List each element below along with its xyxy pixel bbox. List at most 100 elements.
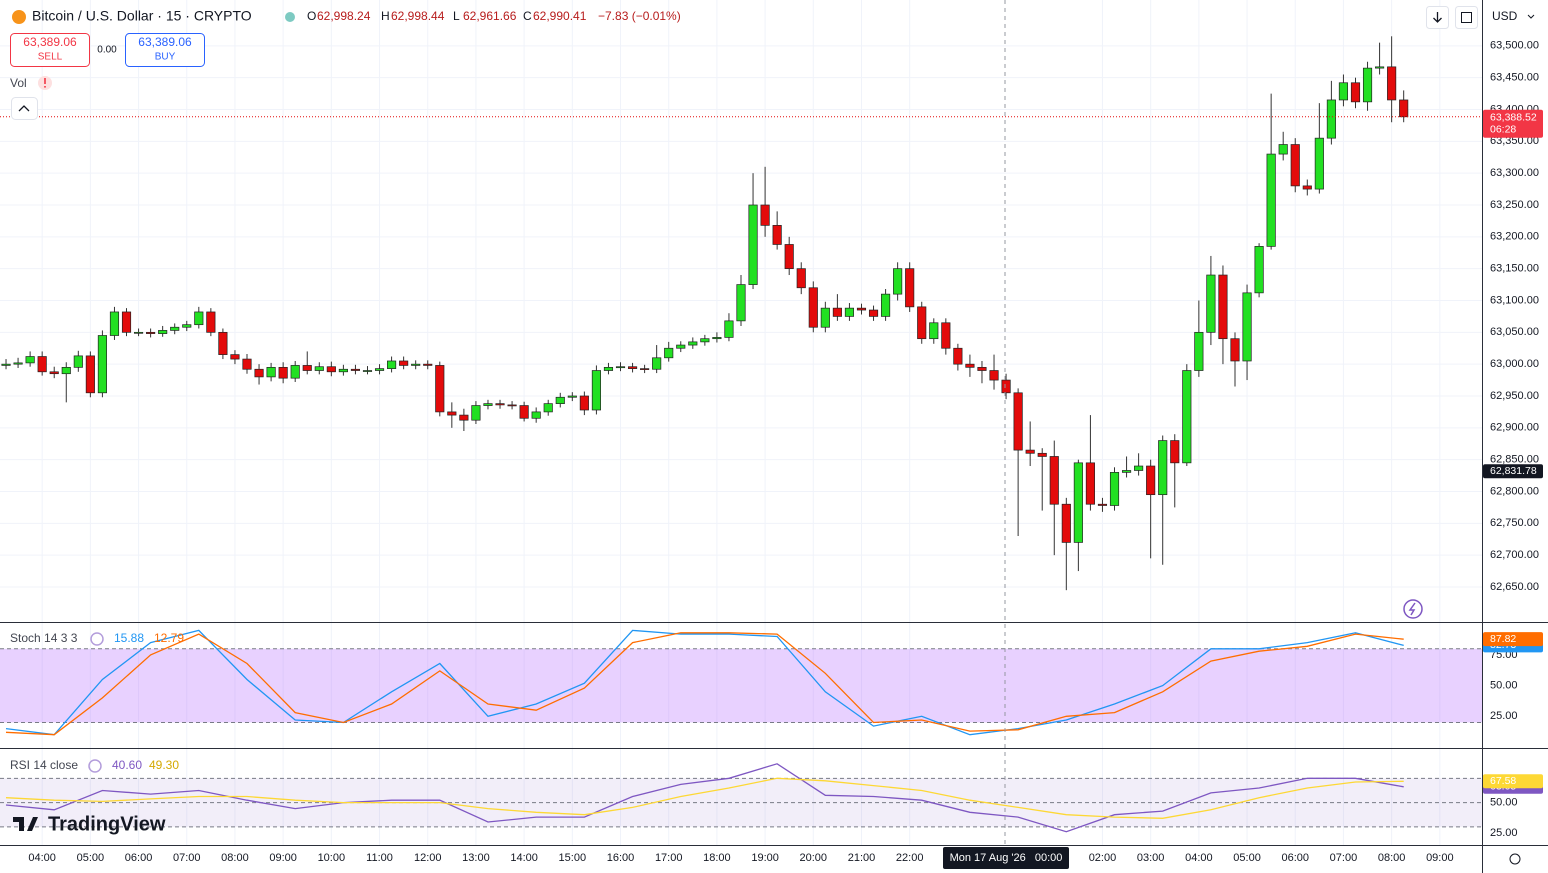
candle-body xyxy=(495,403,505,406)
rsi-value: 40.60 xyxy=(112,758,142,772)
candle-body xyxy=(1314,137,1324,190)
lightning-icon xyxy=(1408,602,1416,616)
x-tick-label: 05:00 xyxy=(1233,852,1261,864)
rsi-ma-value: 49.30 xyxy=(149,758,179,772)
y-tick-label: 62,850.00 xyxy=(1490,454,1539,466)
ohlc-value: 62,998.24 xyxy=(317,9,371,23)
spread: 0.00 xyxy=(97,45,117,56)
x-tick-label: 06:00 xyxy=(1281,852,1309,864)
candle-body xyxy=(1266,153,1276,247)
lightning-button[interactable] xyxy=(1403,599,1423,619)
candle-body xyxy=(1278,144,1288,155)
candle-body xyxy=(615,366,626,369)
candle-body xyxy=(387,360,397,369)
stoch-title[interactable]: Stoch 14 3 3 xyxy=(10,631,78,645)
indicator-line xyxy=(5,763,1404,833)
settings-icon[interactable] xyxy=(1509,853,1521,865)
fullscreen-button[interactable] xyxy=(1455,6,1478,29)
candle-body xyxy=(627,366,638,369)
x-tick-label: 05:00 xyxy=(77,852,105,864)
y-tick-label: 63,450.00 xyxy=(1490,72,1539,84)
candle-body xyxy=(1362,67,1373,103)
x-tick-label: 12:00 xyxy=(414,852,442,864)
candle-body xyxy=(13,362,23,365)
y-tick-label: 25.00 xyxy=(1490,710,1518,722)
sell-label: SELL xyxy=(38,52,63,63)
candle-body xyxy=(1170,440,1180,464)
currency[interactable]: USD xyxy=(1492,9,1518,23)
y-tick-label: 62,800.00 xyxy=(1490,485,1539,497)
x-tick-label: 15:00 xyxy=(559,852,587,864)
ohlc-value: 62,990.41 xyxy=(533,9,587,23)
candle-body xyxy=(736,284,746,322)
fullscreen-icon xyxy=(1461,12,1472,23)
x-tick-label: 19:00 xyxy=(751,852,779,864)
ohlc-key: C xyxy=(523,9,532,23)
candle-body xyxy=(314,366,324,371)
candle-body xyxy=(254,368,264,378)
price-tag-label: 87.82 xyxy=(1490,633,1516,645)
x-tick-label: 03:00 xyxy=(1137,852,1165,864)
candle-body xyxy=(1242,292,1252,362)
logo-mark xyxy=(13,817,38,831)
candle-body xyxy=(423,363,433,366)
y-tick-label: 63,300.00 xyxy=(1490,167,1539,179)
candle-body xyxy=(1121,470,1132,473)
collapse-icon xyxy=(18,105,30,112)
buy-button[interactable] xyxy=(125,33,205,67)
price-tag xyxy=(1483,464,1543,479)
candle-body xyxy=(868,309,879,317)
change: −7.83 (−0.01%) xyxy=(598,9,681,23)
rsi-title[interactable]: RSI 14 close xyxy=(10,758,78,772)
ohlc-value: 62,961.66 xyxy=(463,9,517,23)
candle-body xyxy=(49,371,59,375)
price-tag xyxy=(1483,109,1543,138)
candle-body xyxy=(483,403,493,406)
candle-body xyxy=(748,204,758,285)
candle-body xyxy=(302,365,312,371)
candle-body xyxy=(989,370,999,381)
candle-body xyxy=(471,405,481,421)
symbol-title[interactable]: Bitcoin / U.S. Dollar · 15 · CRYPTO xyxy=(32,8,252,24)
x-tick-label: 10:00 xyxy=(318,852,346,864)
y-tick-label: 62,650.00 xyxy=(1490,581,1539,593)
candle-body xyxy=(25,356,35,364)
sell-price: 63,389.06 xyxy=(23,35,77,49)
y-tick-label: 63,250.00 xyxy=(1490,199,1539,211)
candle-body xyxy=(1158,440,1168,496)
ohlc-key: O xyxy=(307,9,316,23)
rsi-icon xyxy=(88,759,102,773)
candle-body xyxy=(881,293,891,317)
candle-body xyxy=(1109,472,1120,506)
candle-body xyxy=(158,330,168,334)
currency-caret xyxy=(1527,14,1535,19)
candle-body xyxy=(206,311,216,333)
stoch-d-value: 12.79 xyxy=(154,631,184,645)
y-tick-label: 63,350.00 xyxy=(1490,135,1539,147)
candle-body xyxy=(664,347,674,359)
collapse-button[interactable] xyxy=(11,97,38,120)
sell-button[interactable] xyxy=(10,33,90,67)
candle-body xyxy=(1230,338,1240,362)
y-tick-label: 25.00 xyxy=(1490,827,1518,839)
candle-body xyxy=(1194,331,1204,371)
indicator-line xyxy=(5,777,1404,819)
ohlc-value: 62,998.44 xyxy=(391,9,445,23)
candle-body xyxy=(1302,185,1312,190)
y-tick-label: 50.00 xyxy=(1490,680,1518,692)
candle-body xyxy=(555,396,565,404)
price-tag xyxy=(1483,632,1543,647)
y-tick-label: 63,150.00 xyxy=(1490,263,1539,275)
candle-body xyxy=(856,307,867,311)
candle-body xyxy=(640,368,650,370)
y-tick-label: 63,100.00 xyxy=(1490,294,1539,306)
scroll-icon xyxy=(1433,12,1442,23)
candle-body xyxy=(133,331,144,334)
candle-body xyxy=(1085,462,1095,505)
candle-body xyxy=(905,268,915,308)
x-tick-label: 13:00 xyxy=(462,852,490,864)
x-tick-label: 09:00 xyxy=(269,852,297,864)
x-tick-label: 18:00 xyxy=(703,852,731,864)
price-tag-label: 62,831.78 xyxy=(1490,465,1537,477)
